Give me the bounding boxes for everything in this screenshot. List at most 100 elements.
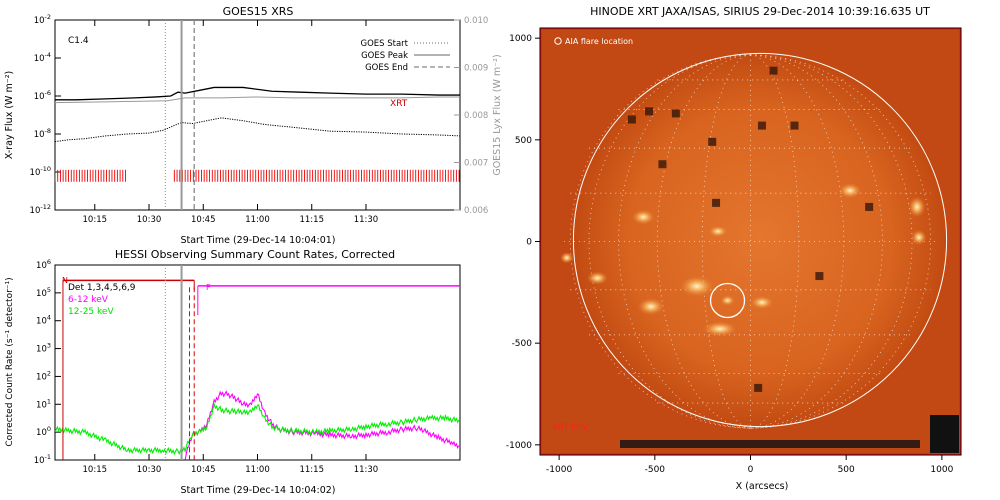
aia-legend-symbol <box>554 37 562 45</box>
goes-flare-class: C1.4 <box>68 36 89 46</box>
xrt-fov-label: XRT FOV <box>552 423 588 433</box>
hessi-y-tick-label: 106 <box>36 258 51 271</box>
hessi-y-tick-label: 101 <box>36 397 51 410</box>
xrt-x-axis: -1000 -500 0 500 1000 <box>546 455 954 475</box>
goes-y-right-tick-label: 0.006 <box>464 206 488 216</box>
active-region <box>637 298 665 316</box>
goes-x-tick-label: 11:30 <box>354 215 379 225</box>
hessi-x-tick-label: 10:15 <box>83 465 108 475</box>
hessi-flare-marker: F <box>206 283 211 292</box>
hessi-y-axis: 10-1 100 101 102 103 104 105 106 <box>34 258 61 466</box>
goes-x-tick-label: 10:30 <box>137 215 162 225</box>
xrt-x-tick-label: 0 <box>748 465 754 475</box>
dark-pixel-artifact <box>712 198 721 207</box>
goes-y-right-tick-label: 0.008 <box>464 111 488 121</box>
hessi-y-tick-label: 103 <box>36 342 51 355</box>
hessi-y-tick-label: 102 <box>36 369 51 382</box>
hessi-series-line <box>55 401 460 456</box>
goes-x-tick-label: 11:15 <box>299 215 324 225</box>
goes-x-tick-label: 11:00 <box>245 215 270 225</box>
goes-y-right-tick-label: 0.010 <box>464 16 488 26</box>
goes-series-line <box>55 96 460 104</box>
active-region <box>679 275 715 297</box>
goes-event-lines <box>164 20 195 210</box>
grid-longitude-line <box>656 54 751 429</box>
xrt-bottom-strip <box>620 440 920 448</box>
xrt-x-tick-label: -500 <box>645 465 666 475</box>
goes-y-axis-label: X-ray Flux (W m⁻²) <box>4 71 15 160</box>
xrt-y-tick-label: 1000 <box>509 34 532 44</box>
active-region <box>911 229 927 246</box>
xrt-y-tick-label: 500 <box>515 136 532 146</box>
goes-y-right-tick-label: 0.007 <box>464 159 488 169</box>
hessi-y-tick-label: 10-1 <box>34 453 51 466</box>
dark-pixel-artifact <box>815 272 824 281</box>
active-region <box>908 196 926 218</box>
hessi-x-tick-label: 11:00 <box>245 465 270 475</box>
goes-y-axis: 10-12 10-10 10-8 10-6 10-4 10-2 <box>30 13 61 216</box>
goes-y-right-tick-label: 0.009 <box>464 64 488 74</box>
xrt-y-axis: 1000 500 0 -500 -1000 <box>506 34 540 451</box>
goes-y-tick-label: 10-6 <box>34 89 51 102</box>
active-region <box>586 271 608 285</box>
xrt-y-tick-label: -1000 <box>506 441 532 451</box>
dark-pixel-artifact <box>627 115 636 124</box>
dark-pixel-artifact <box>754 383 763 392</box>
active-region <box>720 295 735 306</box>
goes-x-axis-label: Start Time (29-Dec-14 10:04:01) <box>180 235 335 246</box>
goes-y-axis-right: 0.006 0.007 0.008 0.009 0.010 <box>454 16 488 216</box>
hessi-series-line <box>184 390 460 460</box>
dark-pixel-artifact <box>658 160 667 169</box>
solar-limb <box>572 52 948 428</box>
goes-x-axis: 10:15 10:30 10:45 11:00 11:15 11:30 <box>83 20 379 225</box>
hessi-x-tick-label: 11:30 <box>354 465 379 475</box>
xrt-x-tick-label: -1000 <box>546 465 572 475</box>
goes-series-line <box>55 86 460 101</box>
active-region <box>631 209 655 225</box>
hessi-x-tick-label: 10:30 <box>137 465 162 475</box>
xrt-y-tick-label: -500 <box>512 339 533 349</box>
xrt-panel: HINODE XRT JAXA/ISAS, SIRIUS 29-Dec-2014… <box>506 5 962 492</box>
dark-pixel-artifact <box>790 121 799 130</box>
hessi-x-axis: 10:15 10:30 10:45 11:00 11:15 11:30 <box>83 454 379 475</box>
xrt-corner-block <box>930 415 961 455</box>
goes-x-tick-label: 10:45 <box>191 215 216 225</box>
goes-y-tick-label: 10-4 <box>34 51 51 64</box>
hessi-panel: HESSI Observing Summary Count Rates, Cor… <box>5 248 461 496</box>
hessi-legend-low: 6-12 keV <box>68 295 109 305</box>
hessi-y-tick-label: 100 <box>36 425 51 438</box>
goes-y-tick-label: 10-10 <box>30 165 51 178</box>
dark-pixel-artifact <box>671 109 680 118</box>
hessi-y-tick-label: 105 <box>36 286 51 299</box>
goes-xrt-label: XRT <box>390 99 408 109</box>
xrt-title: HINODE XRT JAXA/ISAS, SIRIUS 29-Dec-2014… <box>590 5 930 18</box>
goes-panel: GOES15 XRS 10-12 10-10 10-8 10-6 10-4 10-2 0.… <box>4 5 503 246</box>
hessi-legend-det: Det 1,3,4,5,6,9 <box>68 283 136 293</box>
active-region <box>750 295 774 310</box>
xrt-x-axis-label: X (arcsecs) <box>736 481 789 492</box>
hessi-overlay <box>62 265 460 460</box>
hessi-title: HESSI Observing Summary Count Rates, Cor… <box>115 248 395 261</box>
goes-legend-label: GOES Peak <box>361 51 408 61</box>
hessi-night-marker: N <box>62 276 68 285</box>
hessi-x-tick-label: 10:45 <box>191 465 216 475</box>
dark-pixel-artifact <box>769 66 778 75</box>
grid-longitude-line <box>750 54 800 429</box>
xrt-y-tick-label: 0 <box>526 238 532 248</box>
hessi-x-tick-label: 11:15 <box>299 465 324 475</box>
heliographic-grid <box>563 54 938 429</box>
goes-y-tick-label: 10-8 <box>34 127 51 140</box>
goes-title: GOES15 XRS <box>223 5 294 18</box>
hessi-y-axis-label: Corrected Count Rate (s⁻¹ detector⁻¹) <box>5 277 15 446</box>
xrt-image <box>540 28 961 455</box>
dark-pixel-artifact <box>708 137 717 146</box>
grid-longitude-line <box>701 54 751 429</box>
hessi-x-axis-label: Start Time (29-Dec-14 10:04:02) <box>180 485 335 496</box>
dark-pixel-artifact <box>757 121 766 130</box>
goes-x-tick-label: 10:15 <box>83 215 108 225</box>
xrt-x-tick-label: 500 <box>838 465 855 475</box>
grid-longitude-line <box>750 54 845 429</box>
goes-legend-label: GOES Start <box>360 39 408 49</box>
goes-legend-label: GOES End <box>365 63 408 73</box>
